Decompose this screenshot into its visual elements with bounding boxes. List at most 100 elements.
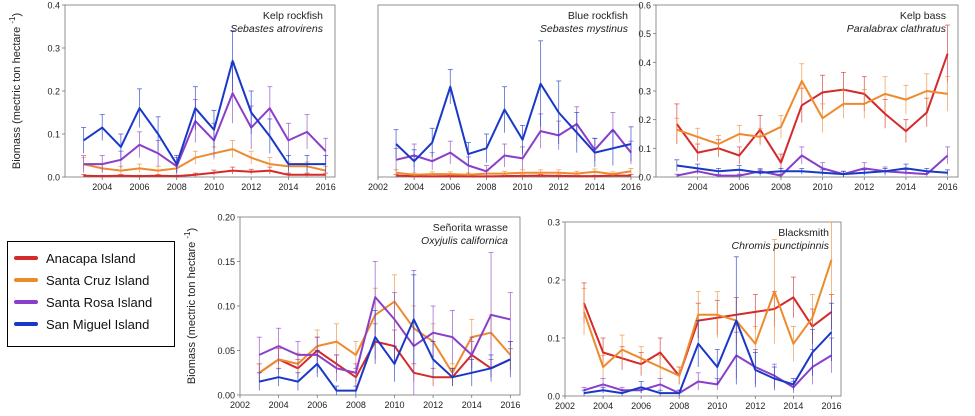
- y-tick-label: 0.1: [638, 144, 651, 154]
- panel-blacksmith: 0.0 0.1 0.2 0.3 2002 2004 2006 2008 2010 2012 2014…: [547, 218, 841, 412]
- x-tick-label: 2008: [669, 401, 689, 411]
- series-line-santa-rosa-island: [583, 354, 833, 395]
- series-line-anacapa-island: [258, 340, 511, 379]
- series-line-santa-cruz-island: [583, 259, 833, 377]
- x-tick-label: 2008: [167, 182, 187, 192]
- x-tick-label: 2004: [688, 182, 708, 192]
- series-line-san-miguel-island: [83, 59, 326, 166]
- series-santa-rosa-island: [581, 331, 834, 396]
- y-tick-label: 0.2: [47, 87, 60, 97]
- x-tick-label: 2008: [346, 400, 366, 410]
- series-line-san-miguel-island: [259, 318, 511, 392]
- x-tick-label: 2010: [513, 182, 533, 192]
- series-san-miguel-island: [581, 256, 834, 396]
- y-tick-label: 0.0: [547, 392, 560, 402]
- y-tick-label: 0.3: [47, 44, 60, 54]
- x-tick-label: 2014: [783, 401, 803, 411]
- x-tick-label: 2004: [593, 401, 613, 411]
- y-tick-label: 0.00: [217, 391, 235, 401]
- x-tick-label: 2016: [316, 182, 336, 192]
- y-tick-label: 0.0: [47, 173, 60, 183]
- legend-item-san-miguel: San Miguel Island: [14, 314, 149, 334]
- series-line-santa-cruz-island: [676, 80, 948, 145]
- series-anacapa-island: [581, 276, 834, 385]
- series-santa-rosa-island: [393, 106, 634, 177]
- x-tick-label: 2016: [821, 401, 841, 411]
- x-tick-label: 2016: [500, 400, 520, 410]
- y-axis-label: Biomass (mectric ton hectare -1): [183, 228, 198, 384]
- series-line-anacapa-island: [396, 174, 631, 178]
- x-tick-label: 2002: [230, 400, 250, 410]
- series-line-santa-rosa-island: [83, 92, 327, 168]
- series-line-santa-rosa-island: [676, 154, 949, 177]
- x-tick-label: 2008: [476, 182, 496, 192]
- x-tick-label: 2006: [307, 400, 327, 410]
- x-tick-label: 2012: [241, 182, 261, 192]
- y-axis-label-text: Biomass (mectric ton hectare: [186, 239, 198, 385]
- y-tick-label: 0.10: [217, 302, 235, 312]
- chart-subtitle: Chromis punctipinnis: [732, 240, 830, 252]
- legend-label-santa-rosa: Santa Rosa Island: [46, 294, 153, 310]
- series-line-santa-cruz-island: [395, 170, 632, 176]
- panel-blue-rockfish: 2002 2004 2006 2008 2010 2012 2014 2016 Blue roc…: [368, 4, 641, 192]
- legend-swatch-santa-cruz: [14, 278, 38, 282]
- y-axis-label-text: Biomass (mectric ton hectare: [11, 24, 23, 170]
- chart-title: Kelp bass: [900, 10, 946, 22]
- chart-subtitle: Oxyjulis californica: [421, 235, 508, 247]
- y-tick-label: 0.0: [638, 173, 651, 183]
- x-tick-label: 2002: [555, 401, 575, 411]
- y-tick-label: 0.1: [547, 334, 560, 344]
- series-santa-cruz-island: [674, 63, 951, 153]
- y-tick-label: 0.1: [47, 130, 60, 140]
- y-tick-label: 0.05: [217, 346, 235, 356]
- x-tick-label: 2014: [278, 182, 298, 192]
- panel-kelp-bass: 0.0 0.1 0.2 0.3 0.4 0.5 0.6 2004 2006 2008 2010 201…: [638, 1, 959, 192]
- legend-label-san-miguel: San Miguel Island: [46, 316, 150, 332]
- legend-label-santa-cruz: Santa Cruz Island: [46, 272, 150, 288]
- x-tick-label: 2010: [204, 182, 224, 192]
- y-tick-label: 0.5: [638, 29, 651, 39]
- legend-label-anacapa: Anacapa Island: [46, 250, 136, 266]
- x-tick-label: 2006: [631, 401, 651, 411]
- x-tick-label: 2006: [129, 182, 149, 192]
- series-line-santa-rosa-island: [258, 296, 511, 374]
- y-tick-label: 0.3: [638, 87, 651, 97]
- legend-item-anacapa: Anacapa Island: [14, 248, 136, 268]
- legend-swatch-santa-rosa: [14, 300, 38, 304]
- legend: Anacapa Island Santa Cruz Island Santa R…: [7, 241, 175, 347]
- chart-title: Blacksmith: [778, 227, 829, 239]
- y-axis-label-superscript: -1: [183, 231, 192, 239]
- x-tick-label: 2006: [729, 182, 749, 192]
- x-tick-label: 2012: [549, 182, 569, 192]
- series-santa-rosa-island: [256, 252, 513, 395]
- x-tick-label: 2012: [745, 401, 765, 411]
- chart-subtitle: Sebastes mystinus: [540, 23, 629, 35]
- series-santa-cruz-island: [81, 140, 329, 175]
- x-tick-label: 2014: [896, 182, 916, 192]
- chart-title: Señorita wrasse: [433, 222, 508, 234]
- x-tick-label: 2010: [707, 401, 727, 411]
- legend-item-santa-cruz: Santa Cruz Island: [14, 270, 149, 290]
- x-tick-label: 2004: [92, 182, 112, 192]
- chart-title: Blue rockfish: [568, 10, 628, 22]
- x-tick-label: 2004: [404, 182, 424, 192]
- legend-swatch-anacapa: [14, 256, 38, 260]
- x-tick-label: 2004: [269, 400, 289, 410]
- series-santa-cruz-island: [256, 274, 513, 382]
- x-tick-label: 2016: [621, 182, 641, 192]
- panel-kelp-rockfish: 0.0 0.1 0.2 0.3 0.4 2004 2006 2008 2010 2012 2014 2…: [8, 1, 336, 193]
- y-tick-label: 0.20: [217, 213, 235, 223]
- y-tick-label: 0.6: [638, 1, 651, 11]
- series-line-anacapa-island: [583, 296, 833, 377]
- series-anacapa-island: [256, 323, 513, 387]
- series-san-miguel-island: [256, 274, 513, 395]
- chart-subtitle: Paralabrax clathratus: [847, 23, 947, 35]
- x-tick-label: 2010: [813, 182, 833, 192]
- y-tick-label: 0.2: [547, 276, 560, 286]
- x-tick-label: 2006: [440, 182, 460, 192]
- series-san-miguel-island: [674, 159, 951, 177]
- x-tick-label: 2008: [771, 182, 791, 192]
- chart-title: Kelp rockfish: [263, 10, 323, 22]
- x-tick-label: 2014: [585, 182, 605, 192]
- y-tick-label: 0.4: [47, 1, 60, 11]
